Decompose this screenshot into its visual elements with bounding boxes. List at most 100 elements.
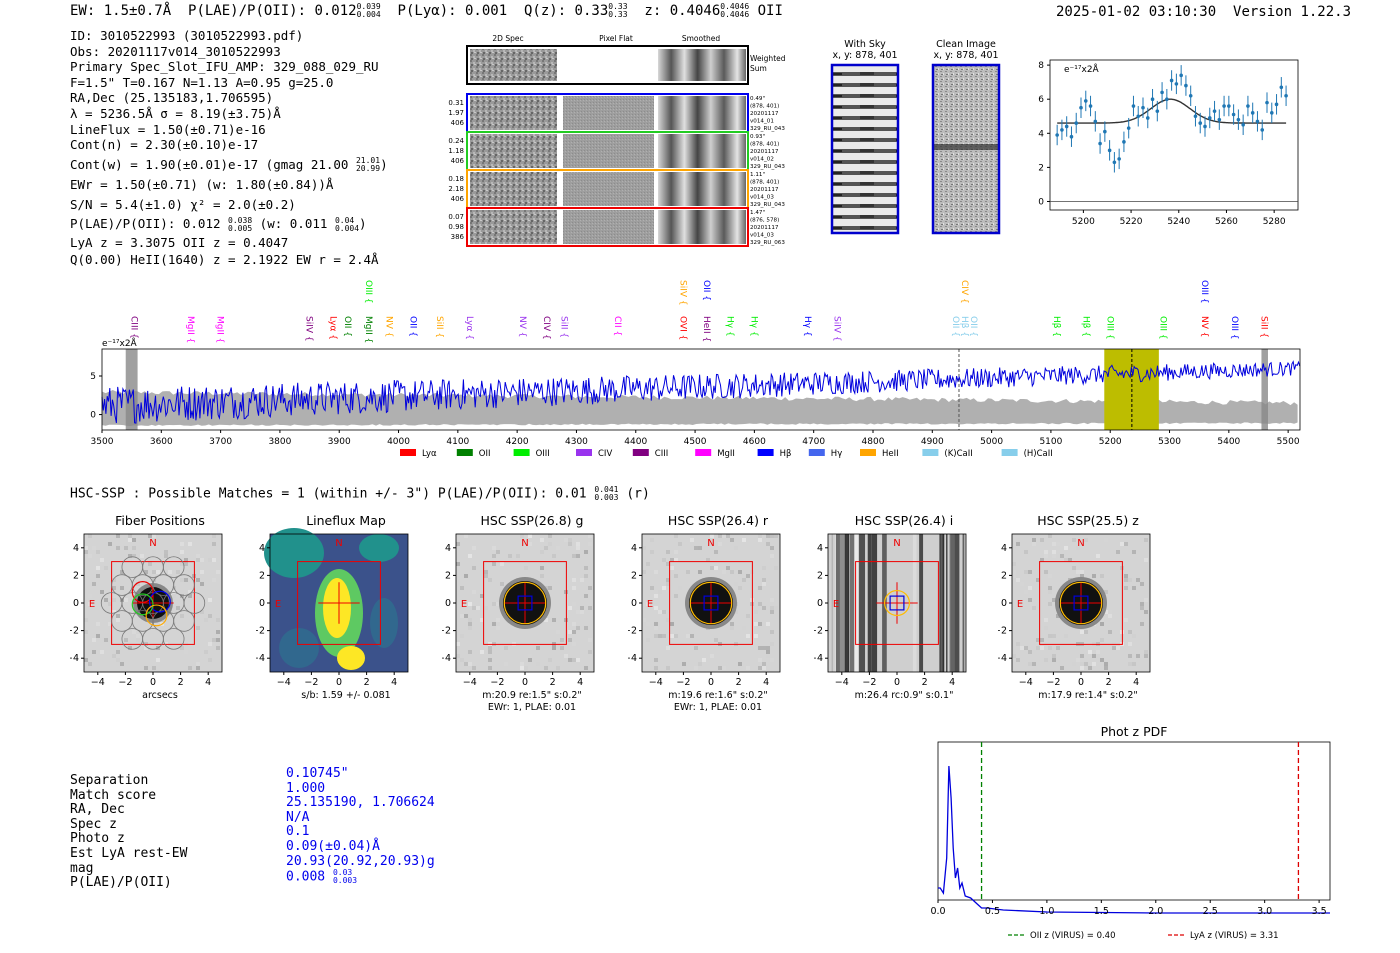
pixel bbox=[1016, 658, 1020, 662]
pixel bbox=[770, 662, 774, 666]
zoom-data-point bbox=[1231, 112, 1236, 117]
pixel bbox=[742, 578, 746, 582]
pixel bbox=[1048, 574, 1052, 578]
weighted-2d bbox=[470, 49, 557, 81]
pixel bbox=[1028, 586, 1032, 590]
panel-ytick-label: −4 bbox=[814, 653, 823, 664]
match-plae-sup: 0.03 bbox=[332, 868, 353, 878]
pixel bbox=[698, 546, 702, 550]
info-line: F=1.5" T=0.167 N=1.13 A=0.95 g=25.0 bbox=[70, 74, 334, 90]
legend-swatch bbox=[922, 449, 939, 456]
pixel bbox=[484, 574, 488, 578]
pixel bbox=[686, 570, 690, 574]
pdf-curve bbox=[938, 765, 1330, 914]
panel-ytick-label: 2 bbox=[259, 570, 265, 581]
pixel bbox=[168, 570, 172, 574]
pixel bbox=[662, 610, 666, 614]
pixel bbox=[488, 646, 492, 650]
pixel bbox=[568, 638, 572, 642]
pixel bbox=[1012, 654, 1016, 658]
pixel bbox=[762, 582, 766, 586]
spectral-line-label: Hβ { bbox=[1081, 316, 1091, 337]
pixel bbox=[548, 586, 552, 590]
pixel bbox=[722, 534, 726, 538]
pixel bbox=[758, 646, 762, 650]
fiber-number: 0.24 bbox=[448, 137, 464, 145]
pixel bbox=[156, 658, 160, 662]
zoom-data-point bbox=[1112, 160, 1117, 165]
zoom-data-point bbox=[1279, 85, 1284, 90]
panel-caption: m:19.6 re:1.6" s:0.2" bbox=[668, 690, 768, 701]
pixel bbox=[552, 646, 556, 650]
legend-label: (K)CaII bbox=[944, 449, 972, 459]
pixel bbox=[658, 610, 662, 614]
stripe bbox=[859, 534, 866, 672]
pixel bbox=[770, 554, 774, 558]
pixel bbox=[694, 546, 698, 550]
pixel bbox=[674, 594, 678, 598]
pixel bbox=[576, 542, 580, 546]
pixel bbox=[216, 646, 220, 650]
pixel bbox=[654, 622, 658, 626]
panel-xtick-label: 2 bbox=[550, 677, 556, 688]
spectral-line-label: Hβ { bbox=[1051, 316, 1061, 337]
pixel bbox=[552, 618, 556, 622]
pixel bbox=[568, 658, 572, 662]
pixel bbox=[104, 566, 108, 570]
hsc-sup: 0.041 bbox=[594, 485, 619, 494]
pixel bbox=[96, 634, 100, 638]
pixel bbox=[540, 574, 544, 578]
panel-ytick-label: −4 bbox=[256, 653, 265, 664]
panel-ytick-label: 0 bbox=[817, 598, 823, 609]
pixel bbox=[152, 570, 156, 574]
pixel bbox=[1060, 666, 1064, 670]
sum-label: Sum bbox=[750, 64, 767, 73]
match-value: 20.93(20.92,20.93)g bbox=[286, 853, 435, 869]
panel-ytick-label: 4 bbox=[73, 543, 79, 554]
pixel bbox=[746, 634, 750, 638]
legend-label: CIII bbox=[655, 449, 668, 459]
fiber-flat-image bbox=[563, 96, 654, 130]
position-box bbox=[889, 595, 905, 611]
spectral-line-label: OIII { bbox=[363, 280, 373, 304]
info-plae: P(LAE)/P(OII): 0.012 0.038 0.005 (w: 0.01… bbox=[70, 216, 388, 233]
detection-info: ID: 3010522993 (3010522993.pdf) Obs: 202… bbox=[70, 28, 388, 267]
pixel bbox=[1144, 654, 1148, 658]
pixel bbox=[670, 634, 674, 638]
pixel bbox=[702, 638, 706, 642]
pixel bbox=[488, 650, 492, 654]
pixel bbox=[216, 570, 220, 574]
contw-sub: 20.99 bbox=[355, 164, 381, 174]
hsc-sub: 0.003 bbox=[594, 493, 619, 502]
pixel bbox=[714, 566, 718, 570]
pixel bbox=[476, 562, 480, 566]
panel-ytick-label: −2 bbox=[814, 626, 823, 637]
pixel bbox=[492, 546, 496, 550]
pixel bbox=[1016, 578, 1020, 582]
pixel bbox=[1052, 634, 1056, 638]
pixel bbox=[734, 582, 738, 586]
zoom-data-point bbox=[1250, 111, 1255, 115]
fiber-flat-image bbox=[563, 210, 654, 244]
full-xtick-label: 3800 bbox=[268, 437, 291, 447]
pixel bbox=[1132, 634, 1136, 638]
pixel bbox=[738, 586, 742, 590]
match-label: P(LAE)/P(OII) bbox=[70, 875, 172, 891]
pixel bbox=[164, 554, 168, 558]
pixel bbox=[112, 598, 116, 602]
pixel bbox=[164, 654, 168, 658]
stripe bbox=[962, 534, 965, 672]
pixel bbox=[710, 534, 714, 538]
pixel bbox=[1104, 610, 1108, 614]
pixel bbox=[1052, 598, 1056, 602]
pixel bbox=[1088, 666, 1092, 670]
panel-ytick-label: 2 bbox=[817, 570, 823, 581]
pixel bbox=[1124, 618, 1128, 622]
legend-swatch bbox=[513, 449, 530, 456]
spectral-line-label: CII { bbox=[612, 316, 622, 336]
pixel bbox=[1072, 662, 1076, 666]
pixel bbox=[88, 594, 92, 598]
panel-xtick-label: −2 bbox=[118, 677, 132, 688]
zoom-data-point bbox=[1184, 83, 1188, 88]
east-label: E bbox=[1017, 599, 1023, 610]
